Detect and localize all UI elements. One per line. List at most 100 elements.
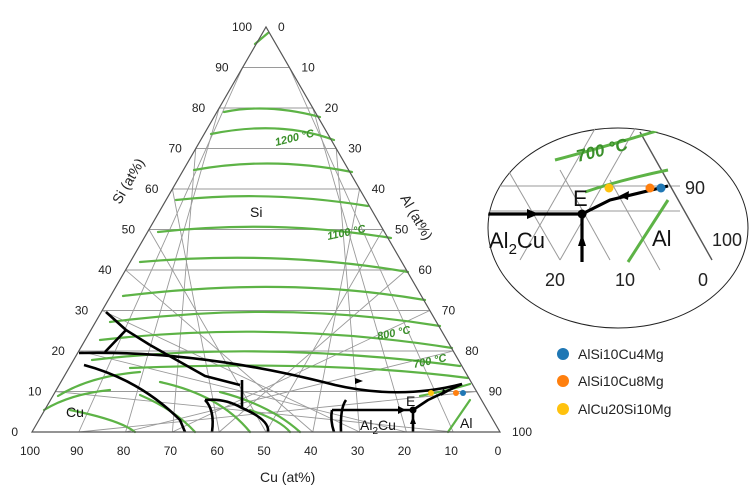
boundary-left-wedge-2 <box>125 328 151 347</box>
left-tick-label: 60 <box>145 182 159 196</box>
isotherm-1100a <box>174 195 370 208</box>
zoom-tick-bottom-10: 10 <box>615 270 635 290</box>
boundary-eutectic-right <box>412 382 463 412</box>
bottom-tick-label: 70 <box>164 444 178 458</box>
legend-swatch-alsi10cu8mg <box>557 375 569 387</box>
isotherm-cu-1 <box>56 370 142 398</box>
isotherm-750 <box>90 350 462 368</box>
right-tick-label: 70 <box>442 304 456 318</box>
isotherm-cu-2 <box>42 388 112 412</box>
right-tick-label: 90 <box>489 385 503 399</box>
right-tick-label: 0 <box>278 20 285 34</box>
zoom-tick-right-100: 100 <box>712 230 742 250</box>
phase-boundaries <box>78 311 463 433</box>
region-label-cu: Cu <box>66 404 84 420</box>
left-tick-label: 90 <box>215 61 229 75</box>
zoom-region-al: Al <box>652 226 672 251</box>
left-tick-label: 50 <box>122 223 136 237</box>
zoom-dot-alcu20si10mg <box>604 183 614 193</box>
right-tick-label: 20 <box>325 101 339 115</box>
region-label-si: Si <box>250 204 262 220</box>
eutectic-point <box>409 406 417 414</box>
boundary-al2cu-left <box>330 409 336 433</box>
zoom-tick-bottom-20: 20 <box>545 270 565 290</box>
legend-label-alsi10cu8mg: AlSi10Cu8Mg <box>578 373 664 389</box>
isotherm-1100 <box>156 225 393 240</box>
right-tick-label: 60 <box>418 263 432 277</box>
bottom-tick-label: 80 <box>117 444 131 458</box>
zoom-dot-alsi10cu4mg <box>656 183 666 193</box>
isotherm-700 <box>128 364 470 380</box>
boundary-mid-2 <box>204 380 244 410</box>
left-tick-label: 20 <box>51 344 65 358</box>
boundary-mid-3 <box>241 406 270 433</box>
legend: AlSi10Cu4Mg AlSi10Cu8Mg AlCu20Si10Mg <box>557 346 671 417</box>
isotherm-900 <box>121 285 427 302</box>
zoom-tick-right-90: 90 <box>685 178 705 198</box>
right-tick-label: 100 <box>512 425 532 439</box>
zoom-isotherms <box>554 128 670 263</box>
right-tick-label: 80 <box>465 344 479 358</box>
arrow-left-e <box>441 389 448 396</box>
zoom-dot-alsi10cu8mg <box>645 183 655 193</box>
isotherm-800 <box>98 330 454 350</box>
zoom-inset: 700 °C E Al Al2Cu 20 10 0 90 100 <box>487 127 749 329</box>
bottom-axis-title: Cu (at%) <box>260 469 315 485</box>
grid-line <box>312 107 407 433</box>
isotherm-1000 <box>138 256 410 274</box>
isotherm-cu-6 <box>218 390 302 434</box>
boundary-si-primary <box>78 351 463 394</box>
boundary-arrows <box>355 378 448 424</box>
region-label-al: Al <box>460 415 472 431</box>
legend-swatch-alcu20si10mg <box>557 403 569 415</box>
legend-label-alcu20si10mg: AlCu20Si10Mg <box>578 401 671 417</box>
zoom-arrows <box>527 191 629 246</box>
left-tick-label: 80 <box>192 101 206 115</box>
isotherm-cu-5 <box>158 380 252 434</box>
arrow-to-e <box>398 406 406 414</box>
boundary-lower-chain <box>83 363 187 433</box>
isotherm-label-700: 700 °C <box>412 352 449 371</box>
left-tick-label: 30 <box>75 304 89 318</box>
boundary-al2cu-rise <box>339 399 348 433</box>
boundary-left-wedge <box>104 311 128 353</box>
right-tick-label: 30 <box>348 142 362 156</box>
triangle-frame <box>30 25 502 433</box>
bottom-tick-label: 40 <box>304 444 318 458</box>
bottom-tick-label: 10 <box>445 444 459 458</box>
eutectic-label: E <box>406 393 415 409</box>
isotherm-1150 <box>192 162 354 174</box>
isotherm-850 <box>108 310 442 328</box>
arrow-right-main <box>355 378 363 384</box>
left-tick-label: 0 <box>11 425 18 439</box>
dot-alsi10cu4mg <box>460 390 466 396</box>
grid-line <box>288 67 454 433</box>
boundary-mid-1 <box>204 399 214 433</box>
bottom-tick-label: 100 <box>20 444 40 458</box>
bottom-tick-label: 20 <box>398 444 412 458</box>
dot-alcu20si10mg <box>428 390 434 396</box>
left-tick-label: 10 <box>28 385 42 399</box>
isotherm-cu-7 <box>248 408 292 434</box>
right-tick-label: 50 <box>395 223 409 237</box>
arrow-up-e <box>410 416 416 424</box>
grid-line <box>312 188 361 433</box>
zoom-triangle-edge <box>639 131 713 261</box>
isotherm-cu-3 <box>68 408 137 434</box>
isotherm-1200 <box>209 127 336 142</box>
bottom-tick-label: 50 <box>257 444 271 458</box>
bottom-tick-label: 0 <box>495 444 502 458</box>
right-tick-label: 40 <box>372 182 386 196</box>
bottom-tick-label: 60 <box>211 444 225 458</box>
zoom-eutectic-point <box>577 209 587 219</box>
zoom-tick-bottom-0: 0 <box>698 270 708 290</box>
isotherm-al-edge <box>446 398 472 434</box>
isotherm-label-1100: 1100 °C <box>326 223 368 243</box>
left-tick-label: 100 <box>232 20 252 34</box>
boundary-upper-chain <box>149 343 241 387</box>
dot-alsi10cu8mg <box>453 390 459 396</box>
legend-swatch-alsi10cu4mg <box>557 348 569 360</box>
left-tick-label: 40 <box>98 263 112 277</box>
